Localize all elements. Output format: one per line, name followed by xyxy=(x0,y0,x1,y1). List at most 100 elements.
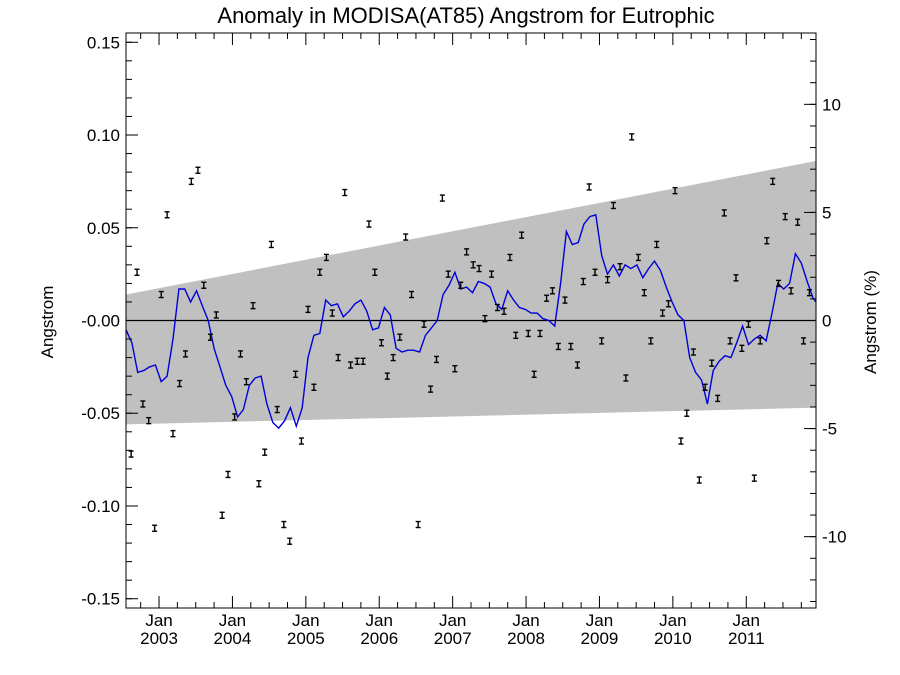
data-point xyxy=(213,311,219,319)
data-point xyxy=(298,437,304,445)
data-point xyxy=(715,394,721,403)
right-tick-label: 0 xyxy=(822,312,831,331)
x-tick-month: Jan xyxy=(366,611,393,630)
data-point xyxy=(403,233,409,241)
data-point xyxy=(476,264,482,273)
data-point xyxy=(164,211,170,219)
data-point xyxy=(519,231,525,239)
x-tick-year: 2003 xyxy=(140,629,178,648)
right-tick-label: 10 xyxy=(822,95,841,114)
x-tick-year: 2006 xyxy=(360,629,398,648)
data-point xyxy=(507,253,513,262)
data-point xyxy=(623,374,629,382)
data-point xyxy=(592,268,598,276)
data-point xyxy=(801,337,807,345)
data-point xyxy=(390,353,396,362)
data-point xyxy=(458,281,464,289)
data-point xyxy=(727,337,733,345)
data-point xyxy=(225,470,231,479)
data-point xyxy=(232,413,238,421)
data-point xyxy=(262,448,268,456)
data-point xyxy=(665,300,671,308)
data-point xyxy=(702,383,708,391)
x-tick-year: 2007 xyxy=(434,629,472,648)
data-point xyxy=(415,520,421,529)
left-tick-label: -0.00 xyxy=(81,312,120,331)
data-point xyxy=(158,290,164,299)
data-point xyxy=(739,344,745,353)
data-point xyxy=(605,275,611,284)
right-tick-label: -10 xyxy=(822,528,847,547)
data-point xyxy=(397,333,403,341)
x-tick-month: Jan xyxy=(439,611,466,630)
data-point xyxy=(562,296,568,304)
data-point xyxy=(544,294,550,302)
data-point xyxy=(439,194,445,202)
x-tick-year: 2008 xyxy=(507,629,545,648)
data-point xyxy=(770,177,776,186)
data-point xyxy=(684,409,690,417)
data-point xyxy=(470,261,476,269)
data-point xyxy=(690,348,696,356)
data-point xyxy=(201,281,207,289)
data-point xyxy=(428,385,434,393)
data-point xyxy=(146,416,152,425)
data-point xyxy=(641,288,647,297)
data-point xyxy=(745,320,751,328)
right-tick-label: -5 xyxy=(822,420,837,439)
left-tick-label: 0.05 xyxy=(87,219,120,238)
x-tick-month: Jan xyxy=(292,611,319,630)
x-tick-year: 2009 xyxy=(581,629,619,648)
x-tick-month: Jan xyxy=(219,611,246,630)
data-point xyxy=(256,480,262,488)
data-point xyxy=(421,320,427,328)
data-point xyxy=(128,450,134,458)
data-point xyxy=(660,309,666,317)
data-point xyxy=(757,337,763,345)
data-point xyxy=(152,524,158,532)
data-point xyxy=(806,288,812,297)
data-point xyxy=(140,400,146,408)
running-mean-line xyxy=(125,213,817,430)
left-tick-label: -0.05 xyxy=(81,404,120,423)
data-point xyxy=(617,263,623,271)
data-point xyxy=(782,212,788,221)
data-point xyxy=(788,287,794,295)
data-point xyxy=(525,329,531,338)
data-point xyxy=(238,350,244,358)
data-point xyxy=(378,339,384,347)
left-tick-label: -0.10 xyxy=(81,497,120,516)
data-point xyxy=(776,279,782,288)
data-point xyxy=(513,331,519,340)
data-point xyxy=(709,359,715,367)
data-point xyxy=(733,274,739,282)
x-tick-year: 2010 xyxy=(654,629,692,648)
data-point xyxy=(250,301,256,310)
data-point xyxy=(323,253,329,262)
data-point xyxy=(195,166,201,174)
data-point xyxy=(177,379,183,388)
data-point xyxy=(243,378,249,386)
data-point xyxy=(311,383,317,391)
data-point xyxy=(494,303,500,312)
data-point xyxy=(170,429,176,438)
envelope-band xyxy=(126,160,816,425)
data-point xyxy=(537,329,543,338)
plot-area: 0.15 0.10 0.05 -0.00 -0.05 -0.10 -0.15 10 5 0 -5 -1… xyxy=(81,32,847,648)
right-tick-label: 5 xyxy=(822,203,831,222)
data-point xyxy=(555,342,561,351)
data-point xyxy=(549,287,555,295)
data-point xyxy=(342,188,348,197)
data-point xyxy=(574,361,580,369)
data-point xyxy=(434,355,439,364)
left-tick-label: -0.15 xyxy=(81,590,120,609)
x-tick-month: Jan xyxy=(659,611,686,630)
data-point xyxy=(293,370,299,378)
data-point xyxy=(599,337,605,345)
data-point xyxy=(281,520,287,529)
data-point xyxy=(188,177,194,186)
left-tick-label: 0.10 xyxy=(87,126,120,145)
data-point xyxy=(721,209,727,217)
data-point xyxy=(489,270,495,278)
data-point xyxy=(335,353,341,362)
